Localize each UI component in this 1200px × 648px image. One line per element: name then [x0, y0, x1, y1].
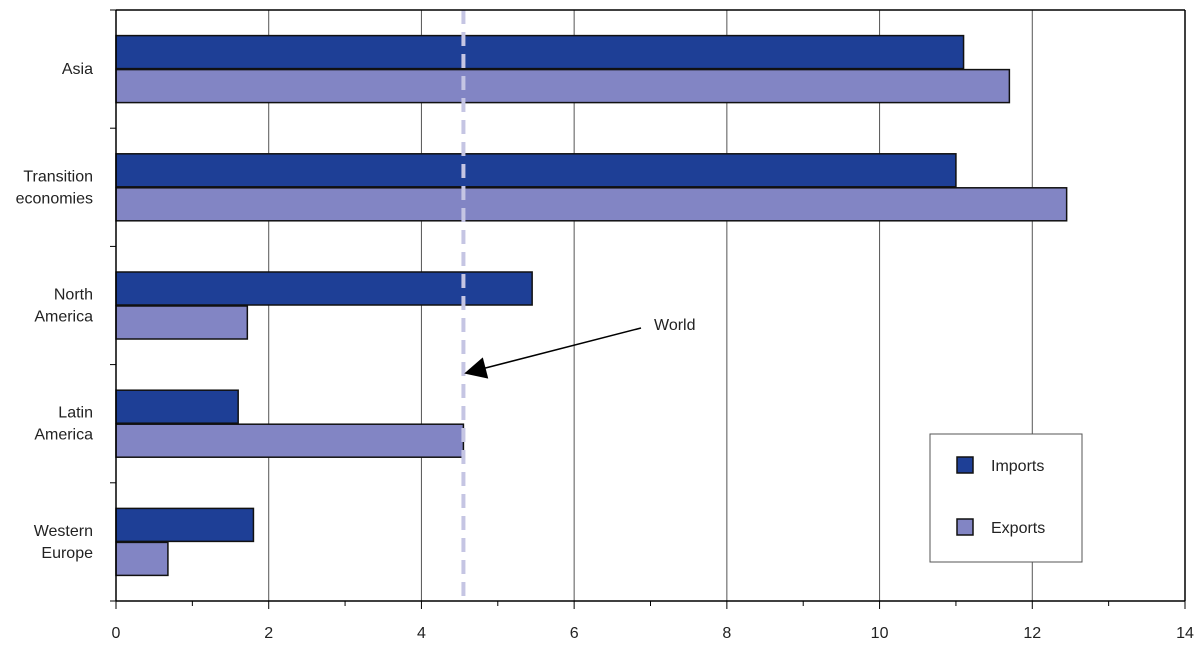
category-label-line: Western [34, 523, 93, 540]
x-axis: 0 2 4 6 8 10 12 14 [112, 601, 1194, 642]
legend: Imports Exports [929, 433, 1083, 563]
x-tick-label-14: 14 [1176, 625, 1194, 642]
category-label-1: Transition economies [16, 168, 93, 207]
bar-exports-4 [115, 541, 169, 577]
bar-exports-3 [115, 423, 465, 458]
category-label-line: economies [16, 190, 93, 207]
bar-imports-4 [115, 507, 255, 543]
x-tick-label-12: 12 [1023, 625, 1041, 642]
bar-exports-2 [115, 305, 249, 340]
category-label-2: North America [34, 287, 93, 326]
x-tick-label-6: 6 [570, 625, 579, 642]
x-tick-label-2: 2 [264, 625, 273, 642]
world-reference: World [461, 10, 696, 601]
legend-swatch-imports [956, 456, 974, 474]
category-label-line: Europe [41, 545, 93, 562]
world-arrow [464, 327, 642, 379]
category-label-line: America [34, 427, 93, 444]
bar-exports-1 [115, 187, 1068, 222]
category-label-3: Latin America [34, 405, 93, 444]
bar-exports-0 [115, 68, 1011, 104]
x-tick-label-4: 4 [417, 625, 426, 642]
bar-imports-0 [115, 34, 965, 70]
legend-box [929, 433, 1083, 563]
category-label-4: Western Europe [34, 523, 93, 562]
category-label-line: Latin [58, 405, 93, 422]
bars [115, 34, 1068, 577]
x-tick-label-10: 10 [871, 625, 889, 642]
legend-label-exports: Exports [991, 520, 1045, 537]
world-label: World [654, 317, 696, 334]
gridlines [268, 10, 1033, 601]
category-label-line: Transition [23, 168, 93, 185]
legend-label-imports: Imports [991, 458, 1044, 475]
x-tick-label-0: 0 [112, 625, 121, 642]
category-label-line: North [54, 287, 93, 304]
category-label-line: America [34, 309, 93, 326]
bar-imports-3 [115, 389, 239, 424]
category-label-0: Asia [62, 61, 93, 78]
bar-imports-2 [115, 271, 533, 306]
x-tick-label-8: 8 [722, 625, 731, 642]
bar-imports-1 [115, 153, 957, 188]
category-label-line: Asia [62, 61, 93, 78]
legend-swatch-exports [956, 518, 974, 536]
